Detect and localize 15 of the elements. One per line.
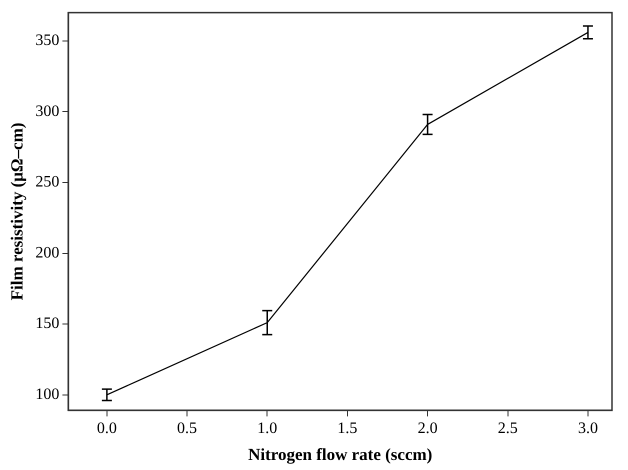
x-tick-label: 3.0	[578, 420, 598, 438]
y-axis-title: Film resistivity (μΩ–cm)	[8, 122, 27, 300]
y-tick-label: 350	[35, 32, 60, 50]
y-tick-label: 300	[35, 102, 60, 120]
y-tick-label: 200	[35, 244, 60, 262]
x-axis-title: Nitrogen flow rate (sccm)	[248, 445, 432, 464]
x-tick-label: 0.5	[177, 420, 198, 438]
x-tick-label: 2.0	[418, 420, 438, 438]
x-tick-label: 1.0	[257, 420, 278, 438]
y-tick-label: 250	[35, 174, 60, 191]
x-tick-label: 2.5	[498, 420, 518, 438]
x-tick-label: 0.0	[96, 420, 117, 438]
x-tick-label: 1.5	[337, 420, 358, 438]
y-tick-label: 150	[35, 315, 60, 332]
y-tick-label: 100	[35, 386, 60, 404]
